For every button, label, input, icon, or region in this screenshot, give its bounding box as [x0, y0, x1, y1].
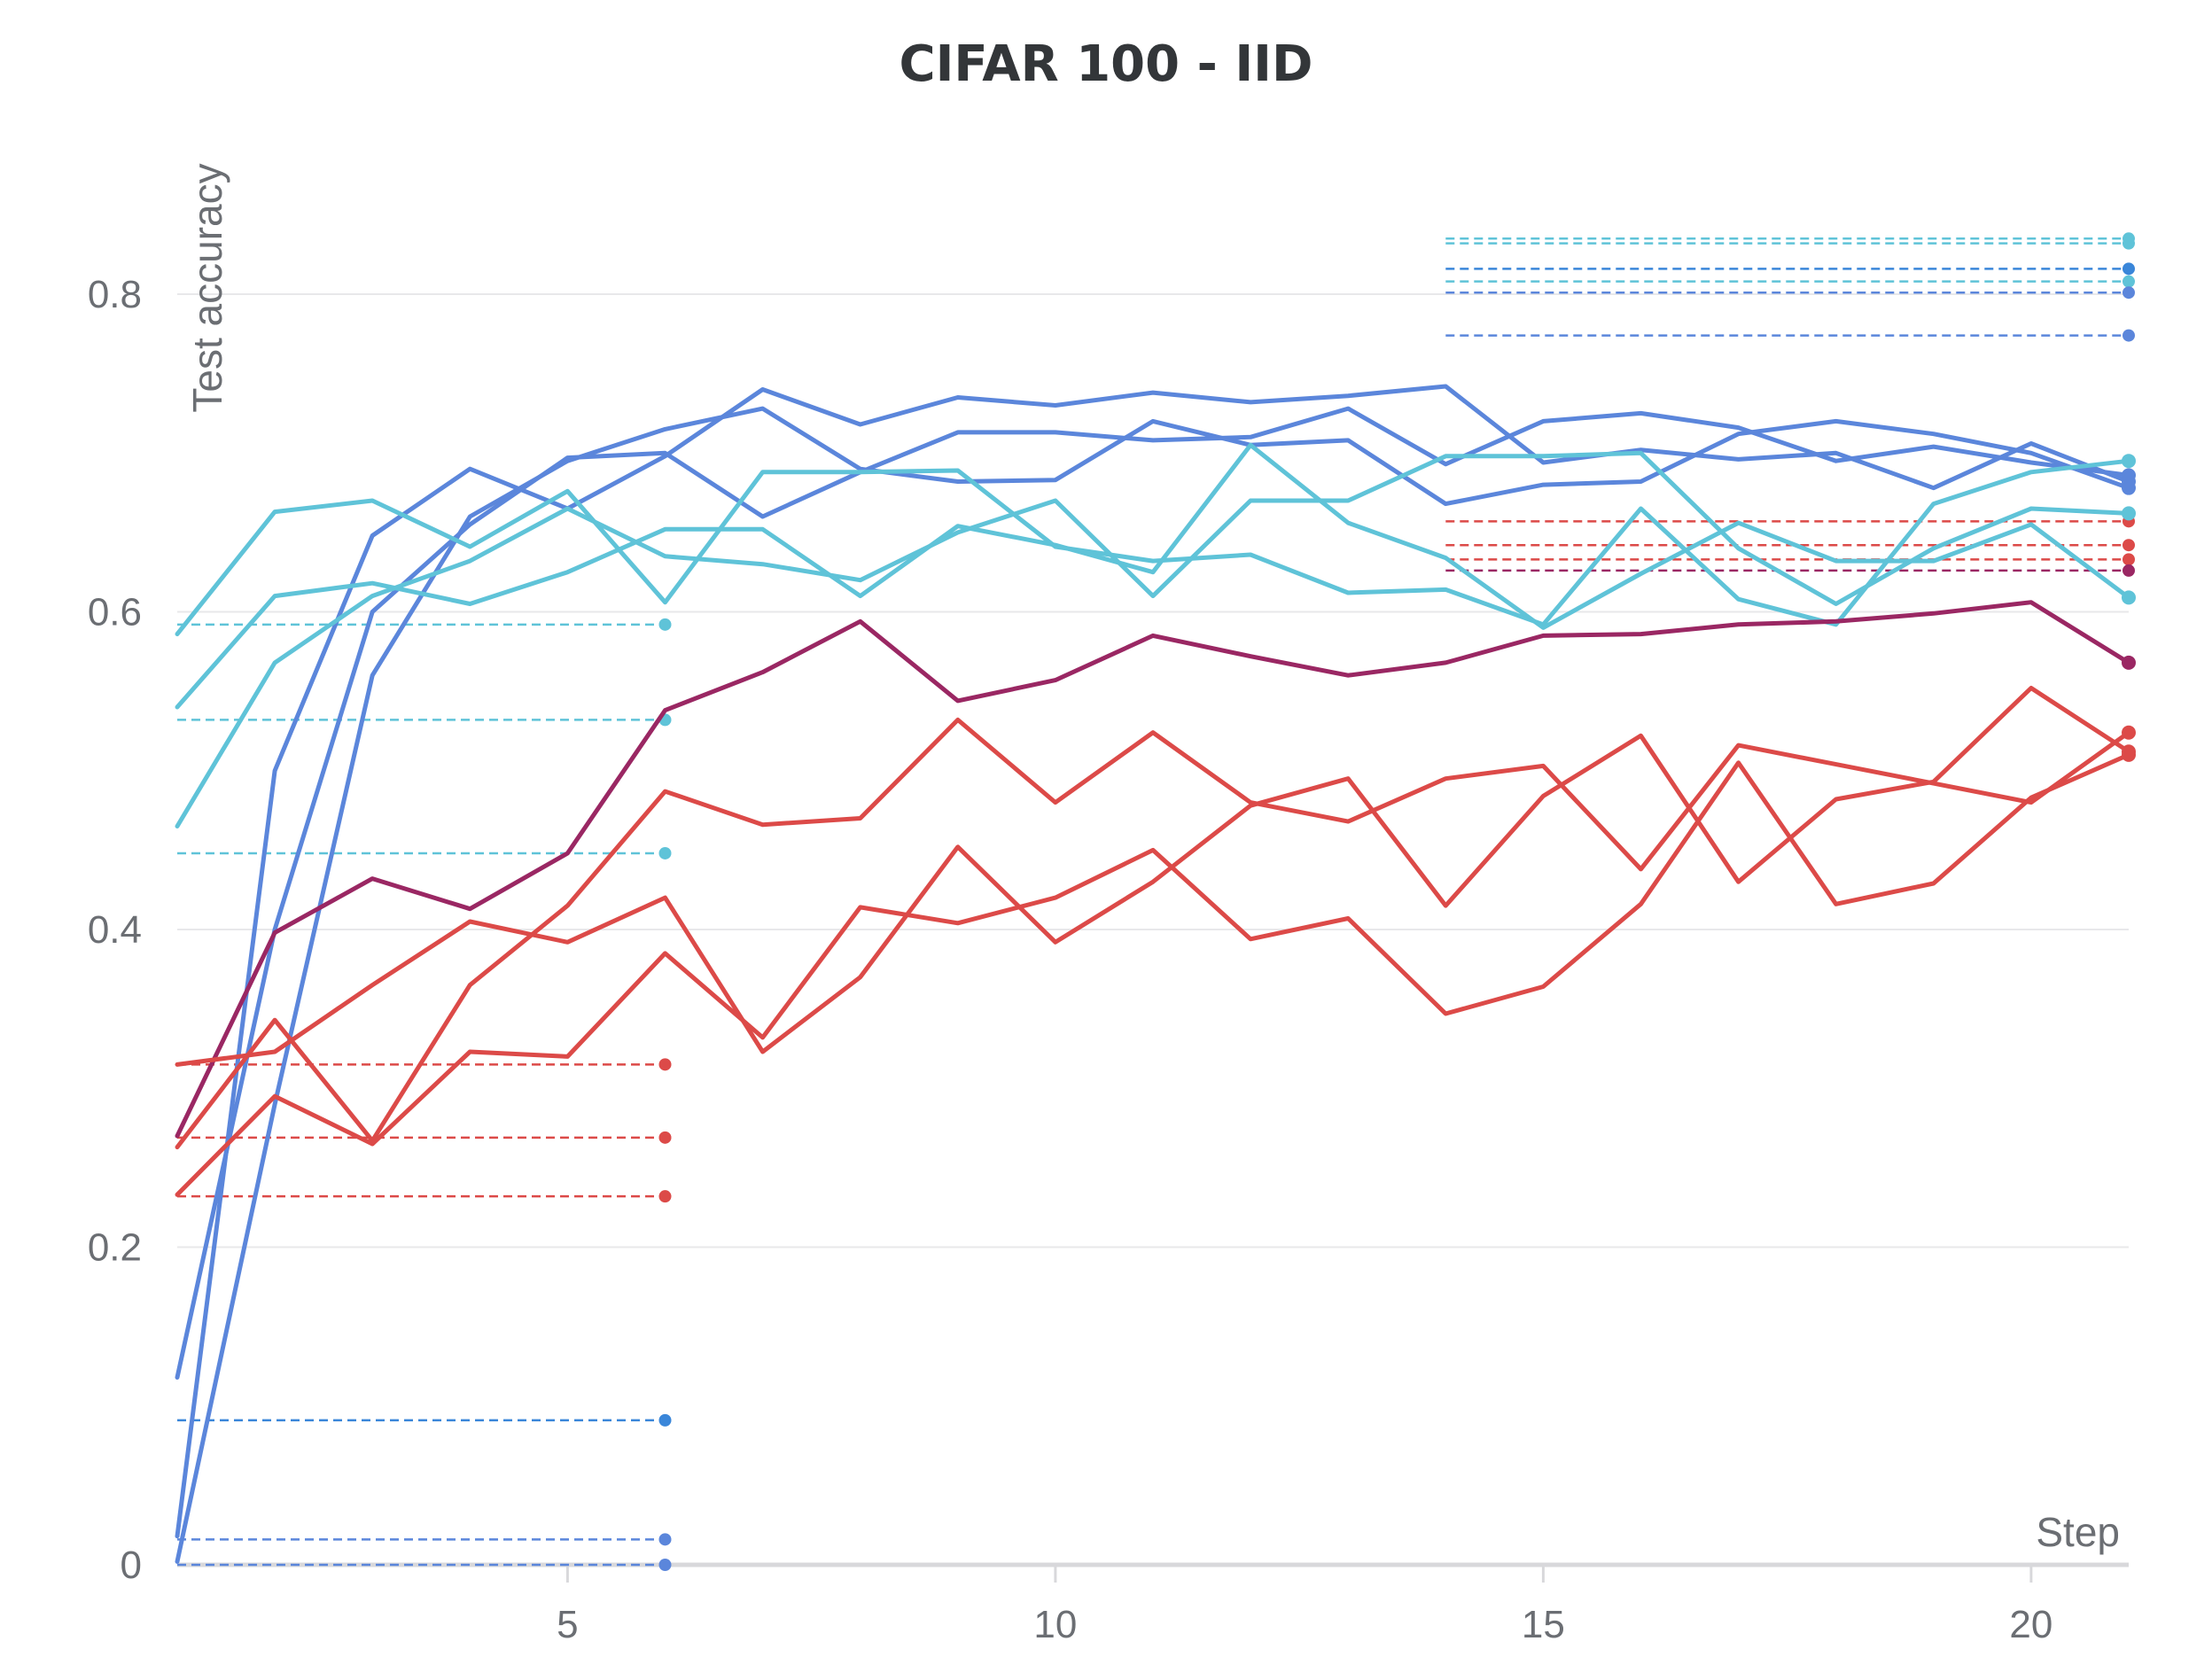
series-end-dot — [2122, 454, 2136, 469]
series-line — [175, 450, 2131, 828]
series-lines — [175, 384, 2136, 1564]
reference-line-end-dot — [2122, 275, 2135, 288]
axes: 0 0.2 0.4 0.6 0.8 5 10 15 20 — [88, 273, 2129, 1646]
series-line — [175, 600, 2131, 1139]
series-end-dot — [2122, 506, 2136, 521]
x-axis-label: Step — [2036, 1509, 2120, 1555]
chart-title: CIFAR 100 - IID — [899, 35, 1313, 93]
series-line — [175, 717, 2131, 1150]
reference-line-end-dot — [658, 846, 672, 859]
series-line — [175, 752, 2131, 1197]
grid — [177, 293, 2129, 1248]
reference-line-end-dot — [2122, 564, 2135, 577]
series-line — [175, 406, 2131, 1380]
reference-line-end-dot — [658, 618, 672, 631]
series-line — [175, 384, 2131, 1539]
y-tick-label: 0.8 — [88, 273, 142, 316]
series-end-dot — [2122, 655, 2136, 670]
reference-line-end-dot — [2122, 286, 2135, 299]
reference-line-end-dot — [2122, 262, 2135, 276]
x-tick-label: 20 — [2009, 1603, 2052, 1646]
y-tick-label: 0 — [121, 1544, 142, 1587]
y-tick-label: 0.6 — [88, 591, 142, 634]
reference-line-end-dot — [658, 1559, 672, 1571]
y-tick-label: 0.4 — [88, 908, 142, 952]
x-tick-label: 5 — [557, 1603, 578, 1646]
reference-line-end-dot — [658, 1058, 672, 1071]
reference-line-end-dot — [2122, 539, 2135, 552]
x-tick-label: 15 — [1522, 1603, 1565, 1646]
series-line — [175, 458, 2131, 637]
series-end-dot — [2122, 468, 2136, 483]
series-end-dot — [2122, 590, 2136, 605]
y-tick-label: 0.2 — [88, 1226, 142, 1270]
series-line — [175, 686, 2131, 1067]
reference-line-end-dot — [658, 1413, 672, 1427]
y-axis-label: Test accuracy — [184, 163, 230, 412]
series-end-dot — [2122, 747, 2136, 762]
reference-line-end-dot — [658, 1190, 672, 1203]
reference-line-end-dot — [658, 1131, 672, 1144]
reference-line-end-dot — [658, 1533, 672, 1546]
axis-labels: Step Test accuracy — [184, 163, 2120, 1555]
series-line — [175, 442, 2131, 710]
reference-line-end-dot — [2122, 329, 2135, 342]
series-end-dot — [2122, 725, 2136, 740]
series-line — [175, 406, 2131, 1564]
reference-line-end-dot — [2122, 237, 2135, 250]
x-tick-label: 10 — [1033, 1603, 1077, 1646]
reference-line-end-dot — [2122, 553, 2135, 566]
